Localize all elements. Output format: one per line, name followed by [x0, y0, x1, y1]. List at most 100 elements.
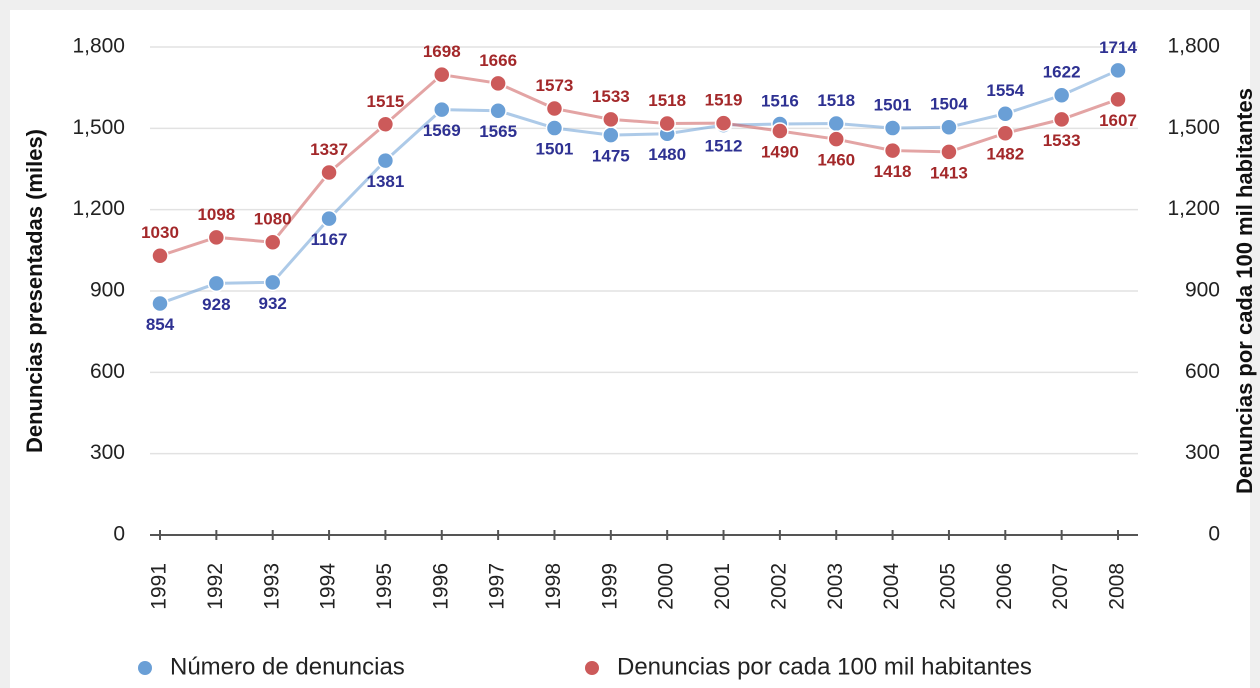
data-label: 1515: [366, 92, 404, 111]
x-tick-label: 1997: [486, 563, 509, 610]
data-label: 1504: [930, 95, 968, 114]
x-tick-label: 1994: [317, 563, 340, 610]
x-tick-label: 2001: [711, 563, 734, 610]
y-tick-label: 0: [113, 523, 125, 546]
x-tick-label: 2003: [824, 563, 847, 610]
series-marker: [320, 163, 338, 182]
y2-tick-label: 300: [1185, 441, 1220, 464]
series-marker: [602, 110, 620, 129]
series-marker: [996, 124, 1015, 142]
data-label: 1554: [986, 81, 1024, 100]
data-label: 1501: [536, 140, 574, 159]
series-marker: [940, 143, 958, 161]
legend-label: Número de denuncias: [170, 653, 405, 680]
series-marker: [376, 151, 395, 170]
data-label: 1714: [1099, 38, 1137, 57]
series-marker: [714, 114, 733, 132]
x-tick-label: 1998: [542, 563, 565, 610]
data-label: 1516: [761, 91, 799, 110]
data-label: 1519: [705, 91, 743, 110]
data-label: 1501: [874, 96, 912, 115]
x-tick-label: 2000: [655, 563, 678, 610]
series-marker: [489, 101, 507, 120]
data-label: 1533: [1043, 131, 1081, 150]
series-marker: [320, 209, 338, 228]
data-label: 1490: [761, 143, 799, 162]
y-tick-label: 1,500: [72, 116, 125, 139]
legend-marker: [585, 661, 599, 675]
legend-label: Denuncias por cada 100 mil habitantes: [617, 653, 1032, 680]
y2-tick-label: 600: [1185, 360, 1220, 383]
series-marker: [940, 118, 958, 136]
y-tick-label: 1,200: [72, 197, 125, 220]
y-tick-label: 900: [90, 279, 125, 302]
data-label: 1698: [423, 42, 461, 61]
data-label: 1418: [874, 162, 912, 181]
data-label: 1098: [197, 205, 235, 224]
x-tick-label: 2006: [993, 563, 1016, 610]
data-label: 1512: [705, 137, 743, 156]
data-label: 1167: [311, 230, 348, 249]
data-label: 1381: [366, 172, 404, 191]
x-tick-label: 1995: [373, 563, 396, 610]
series-marker: [545, 119, 564, 137]
series-marker: [1109, 90, 1127, 109]
series-marker: [545, 99, 564, 118]
data-label: 1030: [141, 223, 179, 242]
series-marker: [996, 104, 1015, 123]
series-marker: [489, 74, 507, 93]
series-marker: [1109, 61, 1127, 80]
y-axis-title: Denuncias presentadas (miles): [22, 129, 47, 453]
x-tick-label: 2002: [767, 563, 790, 610]
data-label: 1533: [592, 87, 630, 106]
series-marker: [827, 114, 845, 133]
series-marker: [1052, 110, 1071, 129]
data-label: 1413: [930, 163, 968, 182]
series-marker: [433, 100, 451, 119]
series-marker: [207, 228, 226, 247]
y2-axis-title: Denuncias por cada 100 mil habitantes: [1232, 88, 1257, 494]
series-marker: [376, 115, 395, 134]
data-label: 854: [146, 315, 175, 334]
data-label: 1666: [479, 51, 517, 70]
y2-tick-label: 1,500: [1167, 116, 1220, 139]
x-tick-label: 2007: [1049, 563, 1072, 610]
legend-marker: [138, 661, 152, 675]
data-label: 1480: [648, 145, 686, 164]
series-marker: [771, 122, 789, 140]
y2-tick-label: 0: [1208, 523, 1220, 546]
data-label: 1337: [310, 140, 348, 159]
data-label: 932: [259, 294, 287, 313]
data-label: 1569: [423, 121, 461, 140]
series-marker: [602, 126, 620, 144]
series-marker: [827, 130, 845, 148]
x-tick-label: 1993: [260, 563, 283, 610]
series-marker: [263, 233, 282, 251]
data-label: 1080: [254, 210, 292, 229]
x-tick-label: 2005: [936, 563, 959, 610]
series-line: [159, 73, 1119, 258]
data-label: 1607: [1099, 111, 1137, 130]
series-marker: [151, 247, 169, 265]
y-tick-label: 1,800: [72, 35, 125, 58]
data-label: 1518: [648, 91, 686, 110]
x-tick-label: 1991: [148, 563, 171, 610]
y2-tick-label: 900: [1185, 279, 1220, 302]
series-marker: [207, 274, 226, 293]
series-marker: [883, 141, 902, 160]
data-label: 1475: [592, 147, 630, 166]
series-marker: [1052, 86, 1071, 105]
data-label: 1518: [817, 91, 855, 110]
y2-tick-label: 1,200: [1167, 197, 1220, 220]
data-label: 1573: [536, 76, 574, 95]
series-line: [159, 68, 1119, 305]
x-tick-label: 1992: [204, 563, 227, 610]
data-label: 1482: [986, 145, 1024, 164]
data-label: 928: [202, 295, 230, 314]
x-tick-label: 2004: [880, 563, 903, 610]
x-tick-label: 1999: [598, 563, 621, 610]
data-label: 1460: [817, 151, 855, 170]
y-tick-label: 300: [90, 441, 125, 464]
series-marker: [433, 65, 451, 84]
